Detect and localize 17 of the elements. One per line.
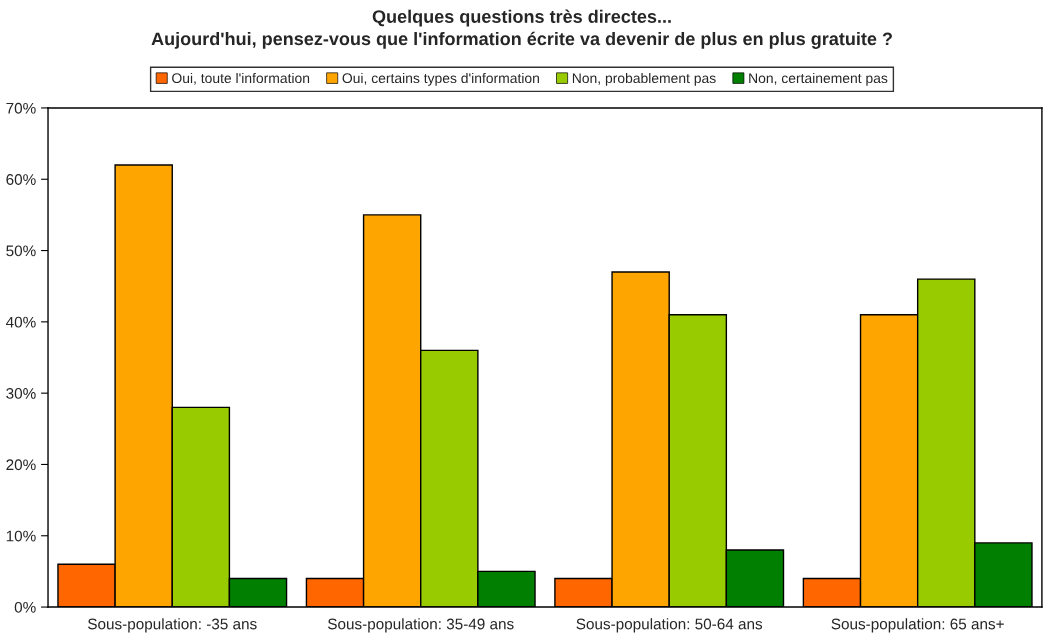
y-tick-label: 40%	[5, 316, 36, 328]
legend-label: Non, probablement pas	[572, 72, 716, 86]
y-tick-label: 30%	[6, 388, 36, 399]
y-tick-label: 20%	[6, 459, 36, 471]
legend-label: Oui, toute l'information	[172, 72, 310, 85]
chart-title: Quelques questions très directes... Aujourd'hui, pensez-vous que l'information écrite va devenir de plus en plus gratuite ?	[151, 9, 892, 49]
y-tick-label: 0%	[14, 601, 36, 613]
y-tick-label: 60%	[6, 174, 36, 185]
x-tick-label: Sous-population: -35 ans	[88, 618, 257, 633]
y-tick-label: 50%	[6, 245, 36, 257]
x-tick-label: Sous-population: 65 ans+	[831, 618, 1004, 633]
y-tick-label: 70%	[6, 102, 36, 114]
y-tick-label: 10%	[6, 530, 36, 542]
legend-label: Oui, certains types d'information	[342, 72, 539, 86]
x-tick-label: Sous-population: 35-49 ans	[328, 618, 514, 633]
legend-label: Non, certainement pas	[749, 72, 888, 86]
x-tick-label: Sous-population: 50-64 ans	[576, 618, 763, 633]
